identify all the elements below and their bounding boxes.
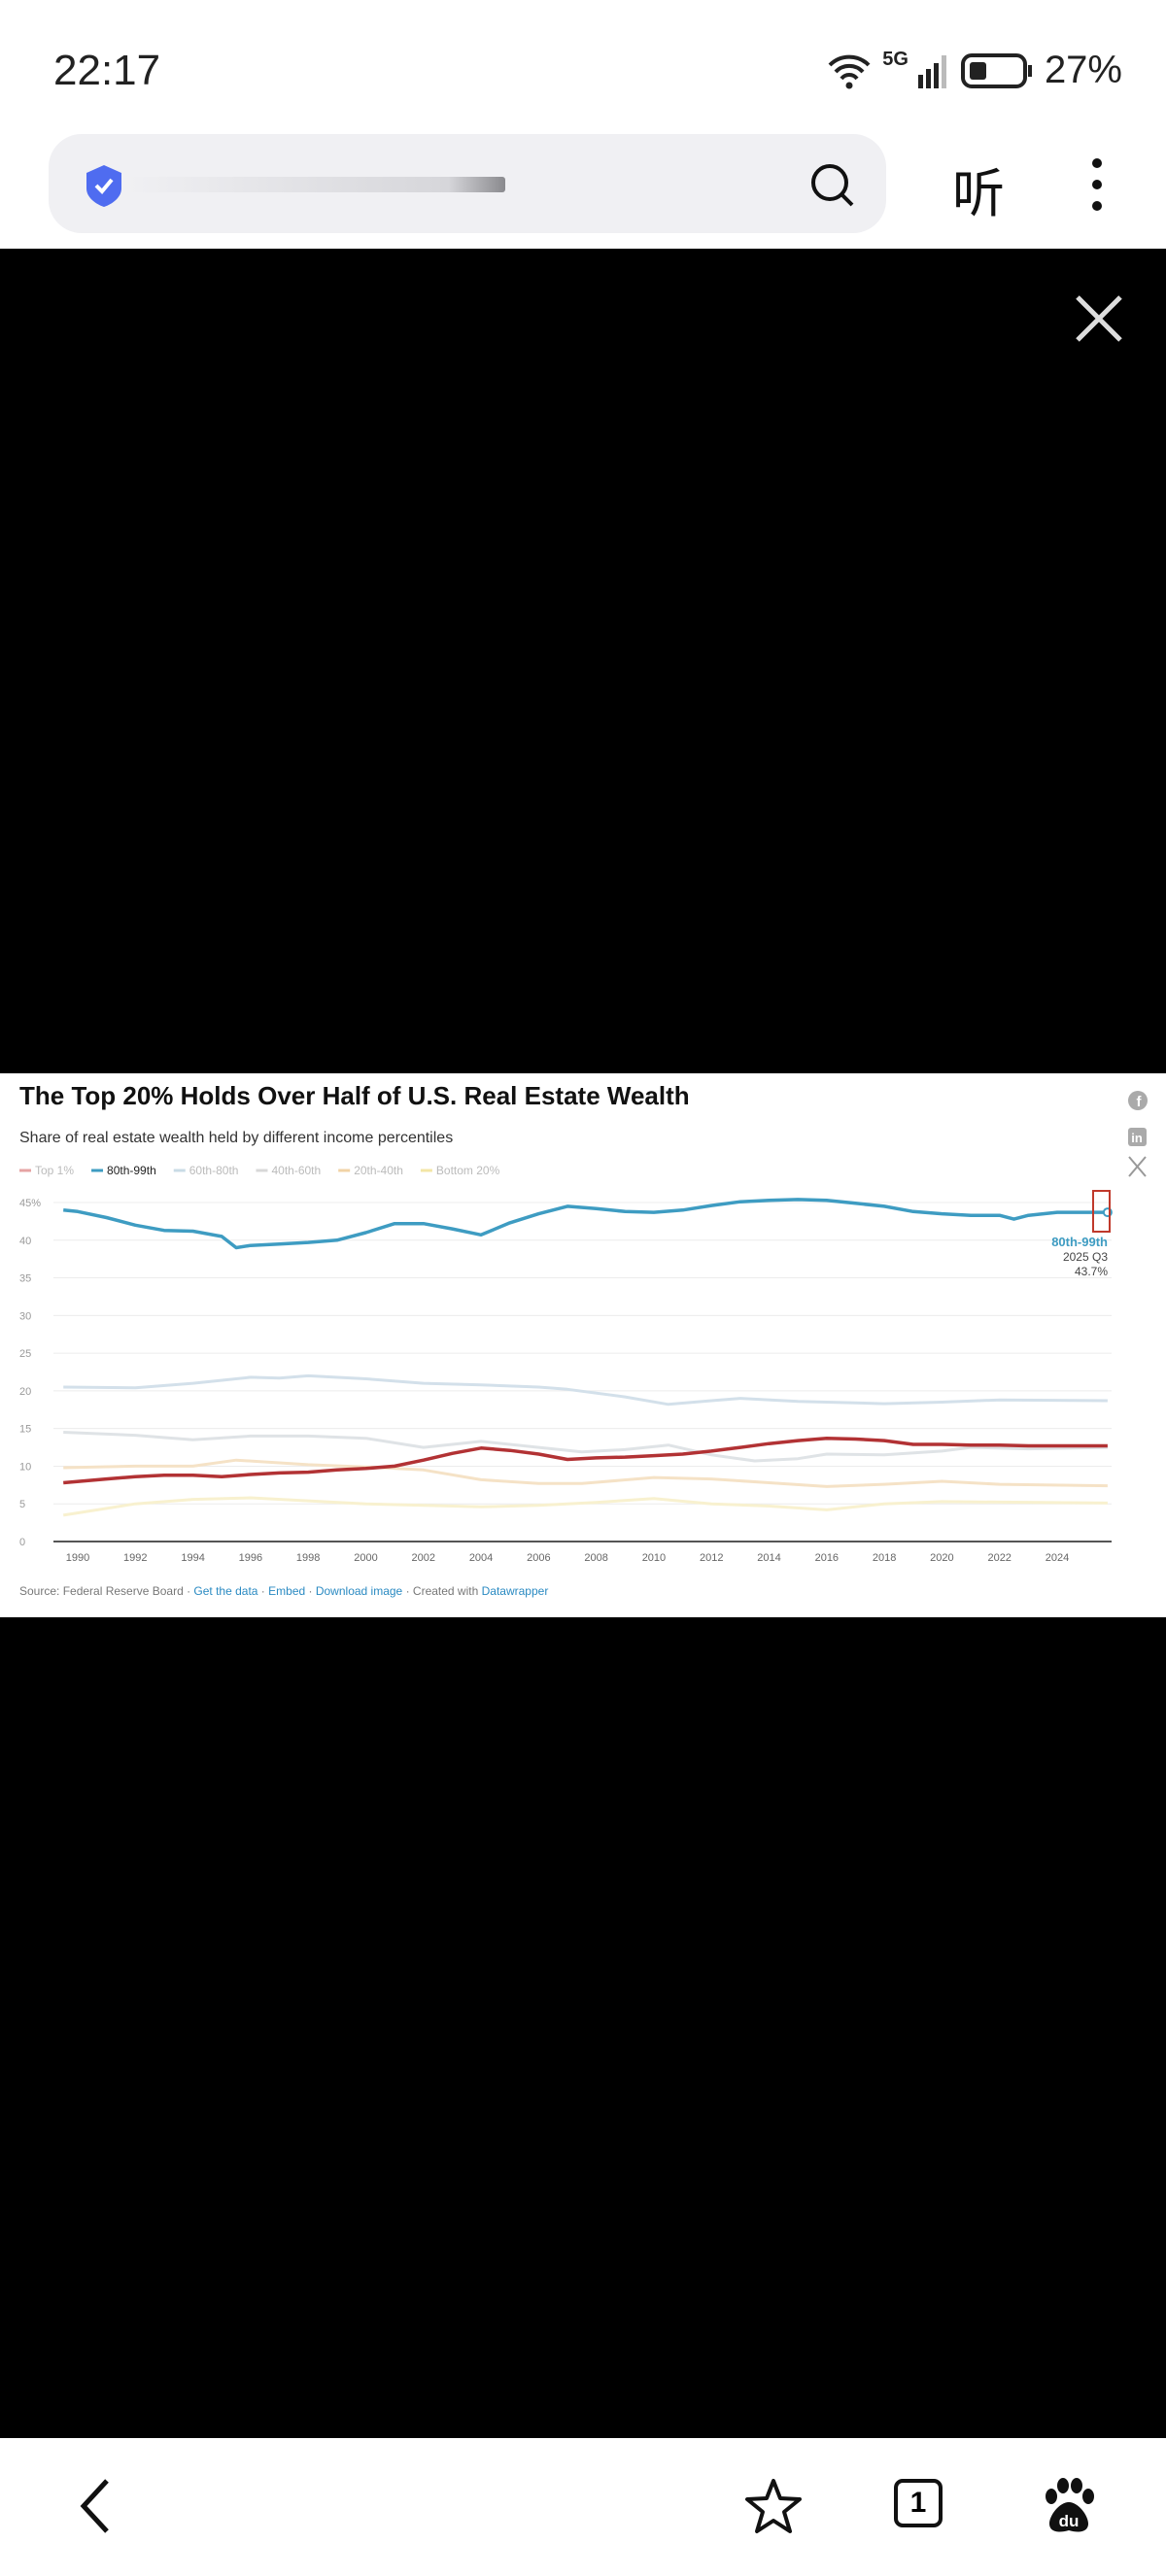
facebook-icon[interactable]: f bbox=[1128, 1091, 1148, 1110]
battery-percent: 27% bbox=[1044, 49, 1122, 91]
legend-item[interactable]: 40th-60th bbox=[271, 1164, 321, 1177]
download-image-link[interactable]: Download image bbox=[316, 1584, 403, 1598]
legend-item[interactable]: 80th-99th bbox=[107, 1164, 156, 1177]
x-tick-label: 2022 bbox=[987, 1552, 1011, 1564]
chart-image: The Top 20% Holds Over Half of U.S. Real… bbox=[0, 1073, 1166, 1617]
y-axis: 0 5 10 15 20 25 30 35 40 45% bbox=[19, 1198, 41, 1548]
address-bar[interactable] bbox=[49, 134, 886, 233]
chart-title: The Top 20% Holds Over Half of U.S. Real… bbox=[19, 1081, 690, 1110]
y-tick-label: 45% bbox=[19, 1198, 41, 1209]
series-line-bottom-20- bbox=[62, 1496, 1108, 1517]
chart-legend: Top 1% 80th-99th 60th-80th 40th-60th 20th-40… bbox=[19, 1164, 500, 1177]
chart-grid bbox=[53, 1202, 1112, 1542]
back-icon[interactable] bbox=[76, 2477, 115, 2535]
x-tick-label: 1992 bbox=[123, 1552, 147, 1564]
x-tick-label: 2014 bbox=[757, 1552, 780, 1564]
tabs-button[interactable]: 1 bbox=[894, 2479, 943, 2527]
search-icon[interactable] bbox=[808, 161, 857, 210]
legend-item[interactable]: Top 1% bbox=[35, 1164, 74, 1177]
x-tick-label: 2010 bbox=[642, 1552, 666, 1564]
source-text: Source: Federal Reserve Board bbox=[19, 1584, 184, 1598]
x-tick-label: 2006 bbox=[527, 1552, 550, 1564]
svg-text:du: du bbox=[1059, 2512, 1080, 2530]
embed-link[interactable]: Embed bbox=[268, 1584, 305, 1598]
annotation-series: 80th-99th bbox=[1051, 1235, 1108, 1249]
series-line-60th-80th bbox=[63, 1373, 1108, 1407]
bottom-nav: 1 du bbox=[0, 2438, 1166, 2576]
status-icons: 5G 27% bbox=[826, 49, 1122, 92]
y-tick-label: 0 bbox=[19, 1537, 25, 1548]
signal-icon bbox=[917, 54, 946, 88]
x-tick-label: 1998 bbox=[296, 1552, 320, 1564]
separator: · bbox=[184, 1584, 194, 1598]
y-tick-label: 35 bbox=[19, 1273, 31, 1285]
x-tick-label: 1994 bbox=[181, 1552, 204, 1564]
status-time: 22:17 bbox=[53, 47, 161, 94]
wifi-icon bbox=[828, 54, 871, 88]
shield-check-icon bbox=[86, 165, 121, 207]
chart-subtitle: Share of real estate wealth held by diff… bbox=[19, 1130, 453, 1146]
close-icon[interactable] bbox=[1074, 293, 1124, 344]
y-tick-label: 5 bbox=[19, 1499, 25, 1510]
x-axis: 1990 1992 1994 1996 1998 2000 2002 2004 2006 2008… bbox=[66, 1552, 1069, 1564]
network-type: 5G bbox=[882, 49, 909, 70]
y-tick-label: 15 bbox=[19, 1424, 31, 1436]
star-icon[interactable] bbox=[743, 2477, 804, 2535]
x-tick-label: 1996 bbox=[239, 1552, 262, 1564]
annotation-period: 2025 Q3 bbox=[1063, 1250, 1108, 1264]
separator: · bbox=[305, 1584, 316, 1598]
baidu-paw-icon[interactable]: du bbox=[1040, 2477, 1098, 2535]
x-tick-label: 2018 bbox=[873, 1552, 896, 1564]
series-line-40th-60th bbox=[63, 1431, 1108, 1463]
more-vertical-icon[interactable] bbox=[1086, 155, 1108, 214]
x-tick-label: 2020 bbox=[930, 1552, 953, 1564]
x-tick-label: 2002 bbox=[412, 1552, 435, 1564]
x-tick-label: 2004 bbox=[469, 1552, 493, 1564]
legend-item[interactable]: 20th-40th bbox=[354, 1164, 403, 1177]
separator: · bbox=[402, 1584, 413, 1598]
battery-icon bbox=[960, 52, 1032, 88]
svg-text:in: in bbox=[1131, 1131, 1143, 1145]
x-tick-label: 2000 bbox=[354, 1552, 377, 1564]
y-tick-label: 20 bbox=[19, 1386, 31, 1398]
y-tick-label: 30 bbox=[19, 1310, 31, 1322]
x-icon[interactable] bbox=[1128, 1156, 1147, 1177]
url-text[interactable] bbox=[126, 177, 505, 192]
listen-button[interactable]: 听 bbox=[952, 165, 1005, 223]
chart-footer: Source: Federal Reserve Board · Get the … bbox=[19, 1584, 548, 1598]
y-tick-label: 25 bbox=[19, 1348, 31, 1360]
legend-item[interactable]: Bottom 20% bbox=[436, 1164, 500, 1177]
y-tick-label: 40 bbox=[19, 1236, 31, 1247]
svg-text:f: f bbox=[1137, 1094, 1143, 1110]
x-tick-label: 1990 bbox=[66, 1552, 89, 1564]
x-tick-label: 2008 bbox=[584, 1552, 607, 1564]
created-with-text: Created with bbox=[413, 1584, 478, 1598]
linkedin-icon[interactable]: in bbox=[1128, 1128, 1147, 1146]
datawrapper-link[interactable]: Datawrapper bbox=[482, 1584, 549, 1598]
browser-header: 22:17 5G 27% 听 bbox=[0, 0, 1166, 249]
get-data-link[interactable]: Get the data bbox=[193, 1584, 257, 1598]
annotation-value: 43.7% bbox=[1075, 1265, 1108, 1278]
series-line-20th-40th bbox=[63, 1458, 1108, 1488]
series-line-80th-99th bbox=[63, 1198, 1108, 1250]
y-tick-label: 10 bbox=[19, 1461, 31, 1473]
chart-lines bbox=[62, 1198, 1113, 1517]
legend-item[interactable]: 60th-80th bbox=[189, 1164, 239, 1177]
highlight-box bbox=[1092, 1190, 1111, 1233]
x-tick-label: 2024 bbox=[1046, 1552, 1069, 1564]
x-tick-label: 2016 bbox=[815, 1552, 839, 1564]
x-tick-label: 2012 bbox=[700, 1552, 723, 1564]
separator: · bbox=[257, 1584, 268, 1598]
series-line-top-1- bbox=[63, 1436, 1108, 1485]
